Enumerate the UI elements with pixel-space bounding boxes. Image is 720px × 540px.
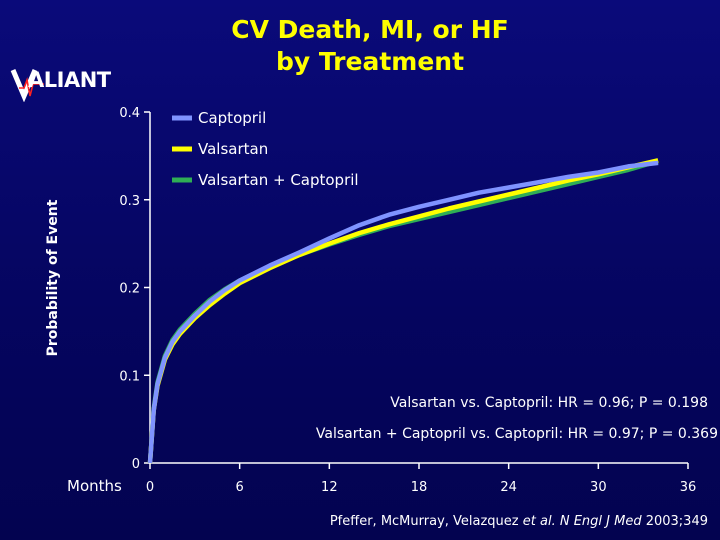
- hr-annotation-combo: Valsartan + Captopril vs. Captopril: HR …: [315, 426, 718, 442]
- citation-journal: et al. N Engl J Med: [522, 514, 642, 529]
- y-tick-label: 0.1: [119, 369, 140, 384]
- logo-v-mark-icon: [10, 69, 44, 102]
- valiant-logo: ALIANT: [10, 66, 140, 102]
- y-tick-label: 0.4: [119, 106, 140, 121]
- series-line-valsartan: [147, 158, 659, 464]
- x-tick-label: 0: [146, 480, 154, 495]
- legend-label-valsartan-captopril: Valsartan + Captopril: [198, 171, 359, 189]
- series-line-valsartan-captopril: [147, 158, 659, 464]
- x-tick-label: 36: [680, 480, 697, 495]
- x-tick-label: 18: [411, 480, 428, 495]
- citation-year-volume: 2003;349: [641, 514, 708, 529]
- title-line-2: by Treatment: [275, 47, 465, 76]
- x-tick-label: 6: [236, 480, 244, 495]
- chart-title: CV Death, MI, or HF by Treatment: [170, 14, 570, 78]
- y-tick-label: 0.2: [119, 282, 140, 297]
- citation: Pfeffer, McMurray, Velazquez et al. N En…: [330, 514, 708, 529]
- x-axis-label: Months: [67, 477, 122, 495]
- x-tick-label: 24: [500, 480, 517, 495]
- y-tick-label: 0.3: [119, 194, 140, 209]
- hr-annotation-valsartan: Valsartan vs. Captopril: HR = 0.96; P = …: [390, 395, 708, 411]
- legend-label-captopril: Captopril: [198, 109, 266, 127]
- x-tick-label: 30: [590, 480, 607, 495]
- citation-authors: Pfeffer, McMurray, Velazquez: [329, 514, 523, 529]
- logo-wordmark: ALIANT: [28, 68, 111, 92]
- x-tick-label: 12: [321, 480, 338, 495]
- y-tick-label: 0: [132, 457, 140, 472]
- legend-label-valsartan: Valsartan: [198, 140, 268, 158]
- series-line-captopril: [147, 160, 659, 464]
- title-line-1: CV Death, MI, or HF: [231, 15, 509, 44]
